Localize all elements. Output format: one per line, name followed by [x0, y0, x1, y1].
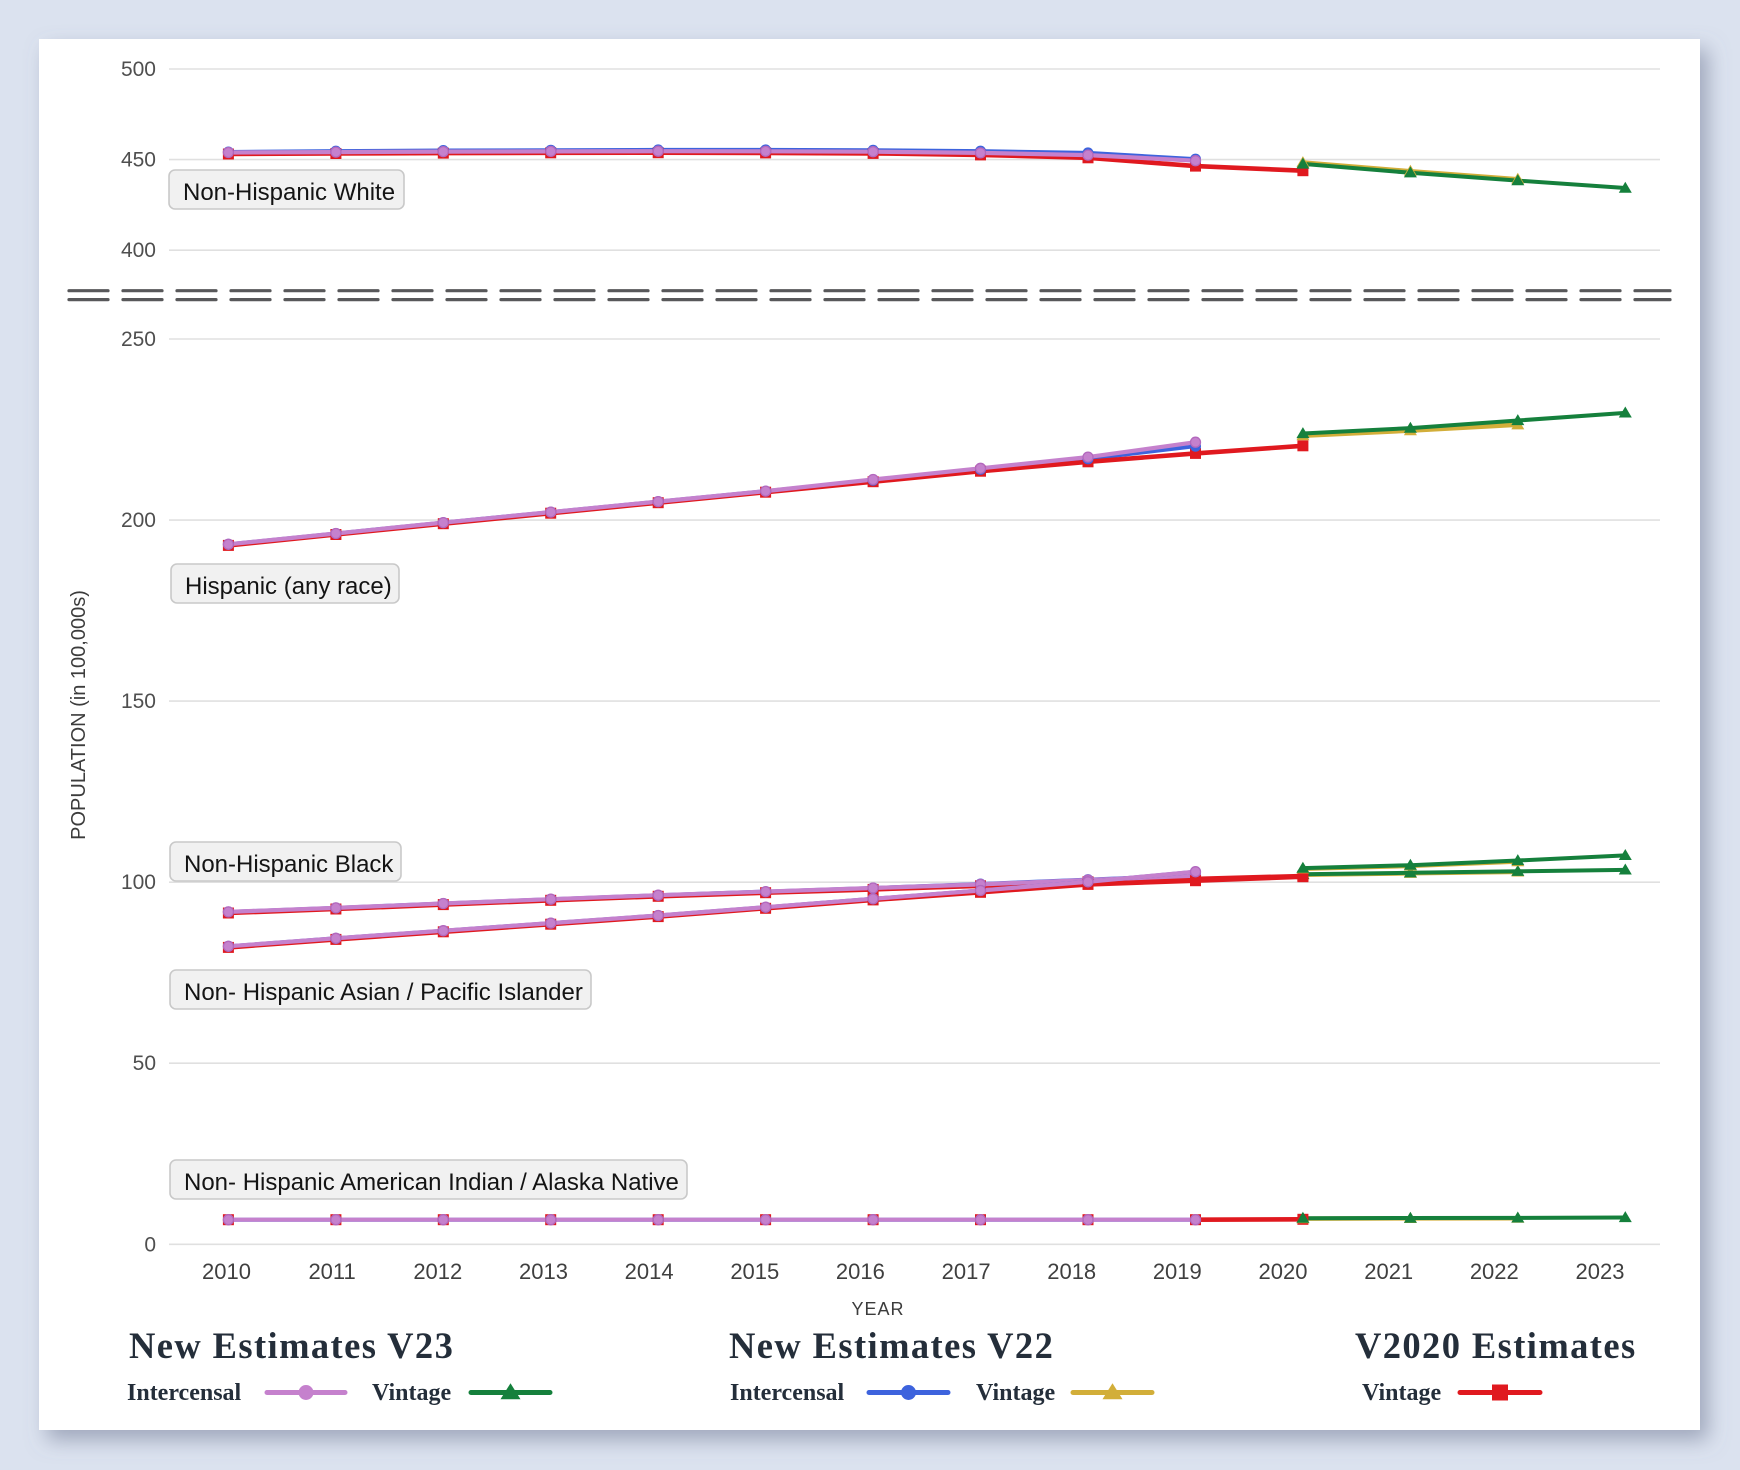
svg-text:2019: 2019 [1153, 1259, 1202, 1284]
svg-text:100: 100 [121, 871, 156, 894]
svg-text:2014: 2014 [625, 1259, 674, 1284]
svg-text:2013: 2013 [519, 1259, 568, 1284]
svg-text:Hispanic (any race): Hispanic (any race) [185, 573, 392, 600]
svg-text:2011: 2011 [308, 1259, 355, 1284]
svg-text:Vintage: Vintage [372, 1380, 451, 1406]
svg-text:V2020 Estimates: V2020 Estimates [1355, 1325, 1637, 1366]
svg-text:450: 450 [121, 149, 156, 172]
svg-text:Intercensal: Intercensal [127, 1380, 242, 1406]
svg-text:50: 50 [133, 1052, 156, 1075]
svg-text:Non-Hispanic White: Non-Hispanic White [183, 179, 395, 206]
svg-text:500: 500 [121, 58, 156, 81]
svg-text:2015: 2015 [730, 1259, 779, 1284]
svg-text:New Estimates V23: New Estimates V23 [129, 1325, 454, 1366]
svg-text:Non-Hispanic Black: Non-Hispanic Black [184, 851, 394, 878]
svg-text:2020: 2020 [1259, 1259, 1308, 1284]
svg-text:250: 250 [121, 328, 156, 351]
svg-text:POPULATION (in 100,000s): POPULATION (in 100,000s) [68, 590, 90, 840]
svg-text:2017: 2017 [942, 1259, 991, 1284]
svg-text:Vintage: Vintage [976, 1380, 1055, 1406]
svg-text:2016: 2016 [836, 1259, 885, 1284]
svg-text:YEAR: YEAR [851, 1299, 904, 1319]
svg-text:2022: 2022 [1470, 1259, 1519, 1284]
svg-text:0: 0 [144, 1233, 156, 1256]
svg-text:200: 200 [121, 509, 156, 532]
svg-text:New Estimates V22: New Estimates V22 [729, 1325, 1054, 1366]
svg-text:2021: 2021 [1364, 1259, 1413, 1284]
svg-text:Vintage: Vintage [1362, 1380, 1441, 1406]
svg-text:2012: 2012 [413, 1259, 462, 1284]
svg-text:Intercensal: Intercensal [730, 1380, 845, 1406]
svg-text:150: 150 [121, 690, 156, 713]
svg-text:Non- Hispanic American Indian: Non- Hispanic American Indian / Alaska N… [184, 1169, 679, 1196]
svg-text:400: 400 [121, 239, 156, 262]
svg-text:2018: 2018 [1047, 1259, 1096, 1284]
svg-text:2023: 2023 [1576, 1259, 1625, 1284]
svg-text:2010: 2010 [202, 1259, 251, 1284]
svg-text:Non- Hispanic Asian / Pacific: Non- Hispanic Asian / Pacific Islander [184, 979, 583, 1006]
